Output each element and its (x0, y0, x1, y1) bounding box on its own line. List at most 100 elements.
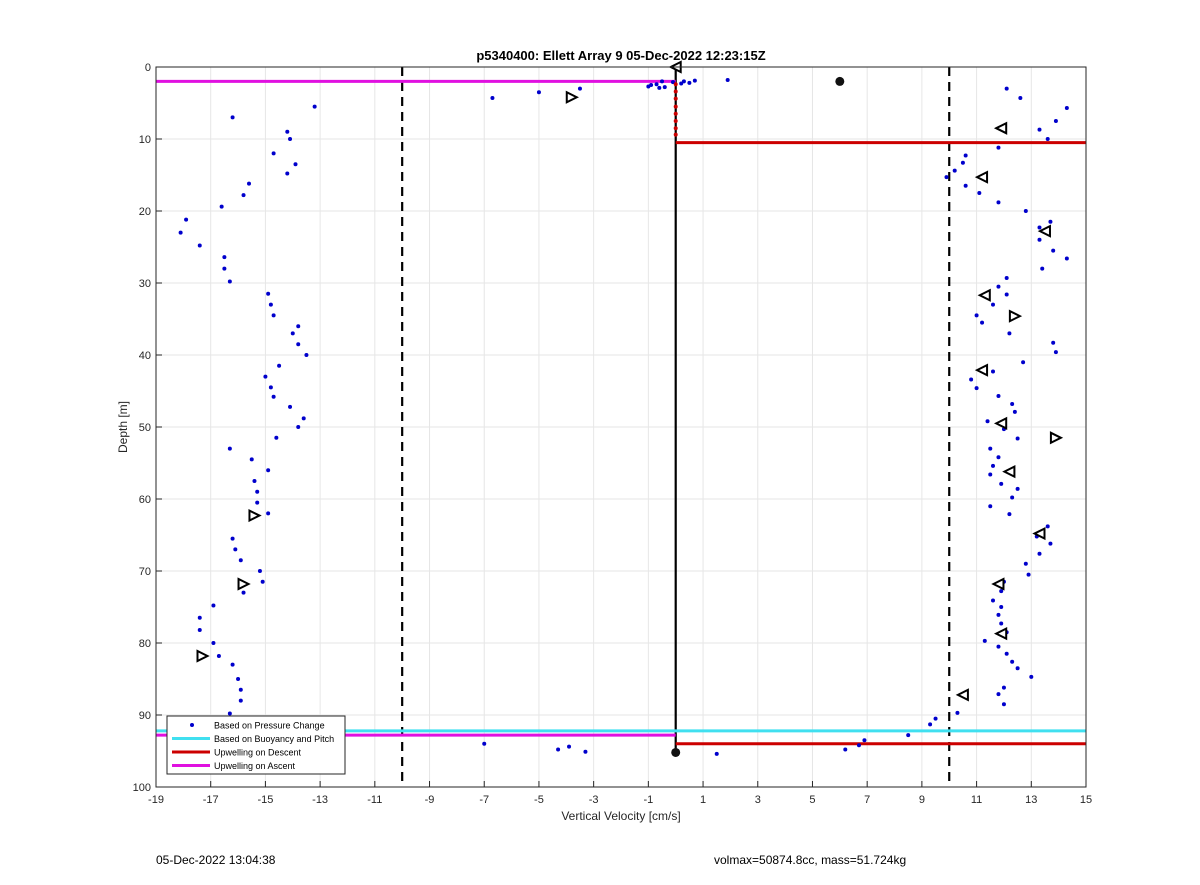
data-point (211, 641, 216, 645)
data-point (996, 692, 1001, 697)
data-point (928, 722, 933, 727)
data-point (660, 79, 665, 84)
data-point (996, 455, 1001, 460)
triangle-marker (1037, 224, 1051, 238)
data-point (681, 79, 686, 84)
data-point (960, 160, 965, 165)
data-point (980, 320, 985, 325)
data-point (1007, 512, 1012, 517)
triangle-marker (1049, 431, 1064, 445)
data-point (230, 662, 235, 667)
data-point (263, 374, 268, 379)
data-point (982, 638, 987, 643)
y-tick-label: 50 (139, 422, 151, 434)
x-tick-label: 7 (864, 794, 870, 806)
footer-timestamp: 05-Dec-2022 13:04:38 (156, 853, 276, 867)
data-point (301, 416, 306, 421)
data-point (1064, 106, 1069, 111)
data-point (197, 243, 202, 248)
data-point (1015, 666, 1020, 671)
data-point (963, 183, 968, 188)
horizontal-lines (156, 79, 1086, 746)
data-point (1004, 275, 1009, 280)
data-point (290, 331, 295, 336)
data-point (247, 181, 251, 186)
y-tick-label: 100 (133, 782, 151, 794)
data-point (184, 217, 189, 222)
data-point (996, 145, 1001, 150)
data-point (673, 132, 678, 137)
data-point (271, 151, 276, 156)
data-point (996, 200, 1001, 205)
data-point (1001, 702, 1006, 707)
grid (155, 66, 1087, 788)
data-point (274, 435, 279, 440)
y-tick-label: 70 (139, 566, 151, 578)
data-point (556, 747, 561, 752)
data-point (241, 193, 246, 198)
x-tick-label: 3 (755, 794, 761, 806)
data-point (662, 85, 667, 90)
data-point (1010, 495, 1015, 500)
data-point (673, 104, 678, 109)
data-point (268, 385, 273, 390)
triangle-marker (974, 170, 989, 184)
x-tick-label: -13 (312, 794, 328, 806)
data-point (1040, 266, 1045, 271)
data-point (963, 153, 968, 158)
data-point (271, 313, 276, 318)
triangle-marker (248, 508, 262, 523)
triangle-marker (977, 288, 991, 302)
legend-label: Based on Pressure Change (214, 721, 325, 731)
data-point (222, 255, 227, 260)
data-point (673, 89, 678, 94)
triangle-marker (991, 577, 1005, 591)
data-point (1004, 651, 1009, 656)
data-point (1045, 524, 1050, 529)
data-point (670, 80, 675, 85)
triangle-marker (565, 90, 580, 104)
data-point (216, 653, 221, 658)
data-point (999, 481, 1004, 486)
data-point (843, 747, 848, 752)
data-point (197, 628, 202, 633)
data-point (1048, 219, 1053, 224)
data-point (988, 472, 993, 477)
y-tick-label: 40 (139, 350, 151, 362)
data-point (725, 77, 730, 82)
legend-label: Based on Buoyancy and Pitch (214, 734, 334, 744)
data-point (178, 230, 183, 235)
x-tick-label: -3 (589, 794, 599, 806)
data-point (1023, 209, 1028, 213)
data-point (944, 175, 949, 180)
data-point (933, 716, 938, 721)
triangle-markers (196, 60, 1064, 702)
data-point (227, 711, 232, 716)
triangle-marker (993, 416, 1008, 431)
data-point (1007, 331, 1012, 336)
data-point (271, 394, 276, 399)
triangle-marker (974, 363, 989, 377)
data-point (673, 119, 678, 123)
data-point (1001, 685, 1006, 690)
y-tick-label: 10 (139, 134, 151, 146)
legend-swatch-dot (190, 723, 194, 727)
x-tick-label: -1 (643, 794, 653, 806)
data-point (227, 279, 232, 284)
data-point (1053, 350, 1058, 355)
data-point (999, 589, 1004, 594)
x-tick-label: -17 (203, 794, 219, 806)
data-point (977, 191, 982, 195)
data-point (654, 82, 659, 87)
y-tick-label: 90 (139, 710, 151, 722)
plot-frame (155, 66, 1087, 788)
data-point (991, 369, 995, 374)
data-point (991, 598, 995, 603)
data-point (1037, 225, 1042, 230)
x-tick-labels: -19 -17 -15 -13 -11 -9 -7 -5 -3 -1 1 3 5 7 9 11 13 15 (148, 794, 1092, 806)
data-point (988, 446, 993, 451)
triangle-marker (955, 688, 969, 702)
data-point (1004, 292, 1009, 297)
data-point (211, 603, 216, 608)
